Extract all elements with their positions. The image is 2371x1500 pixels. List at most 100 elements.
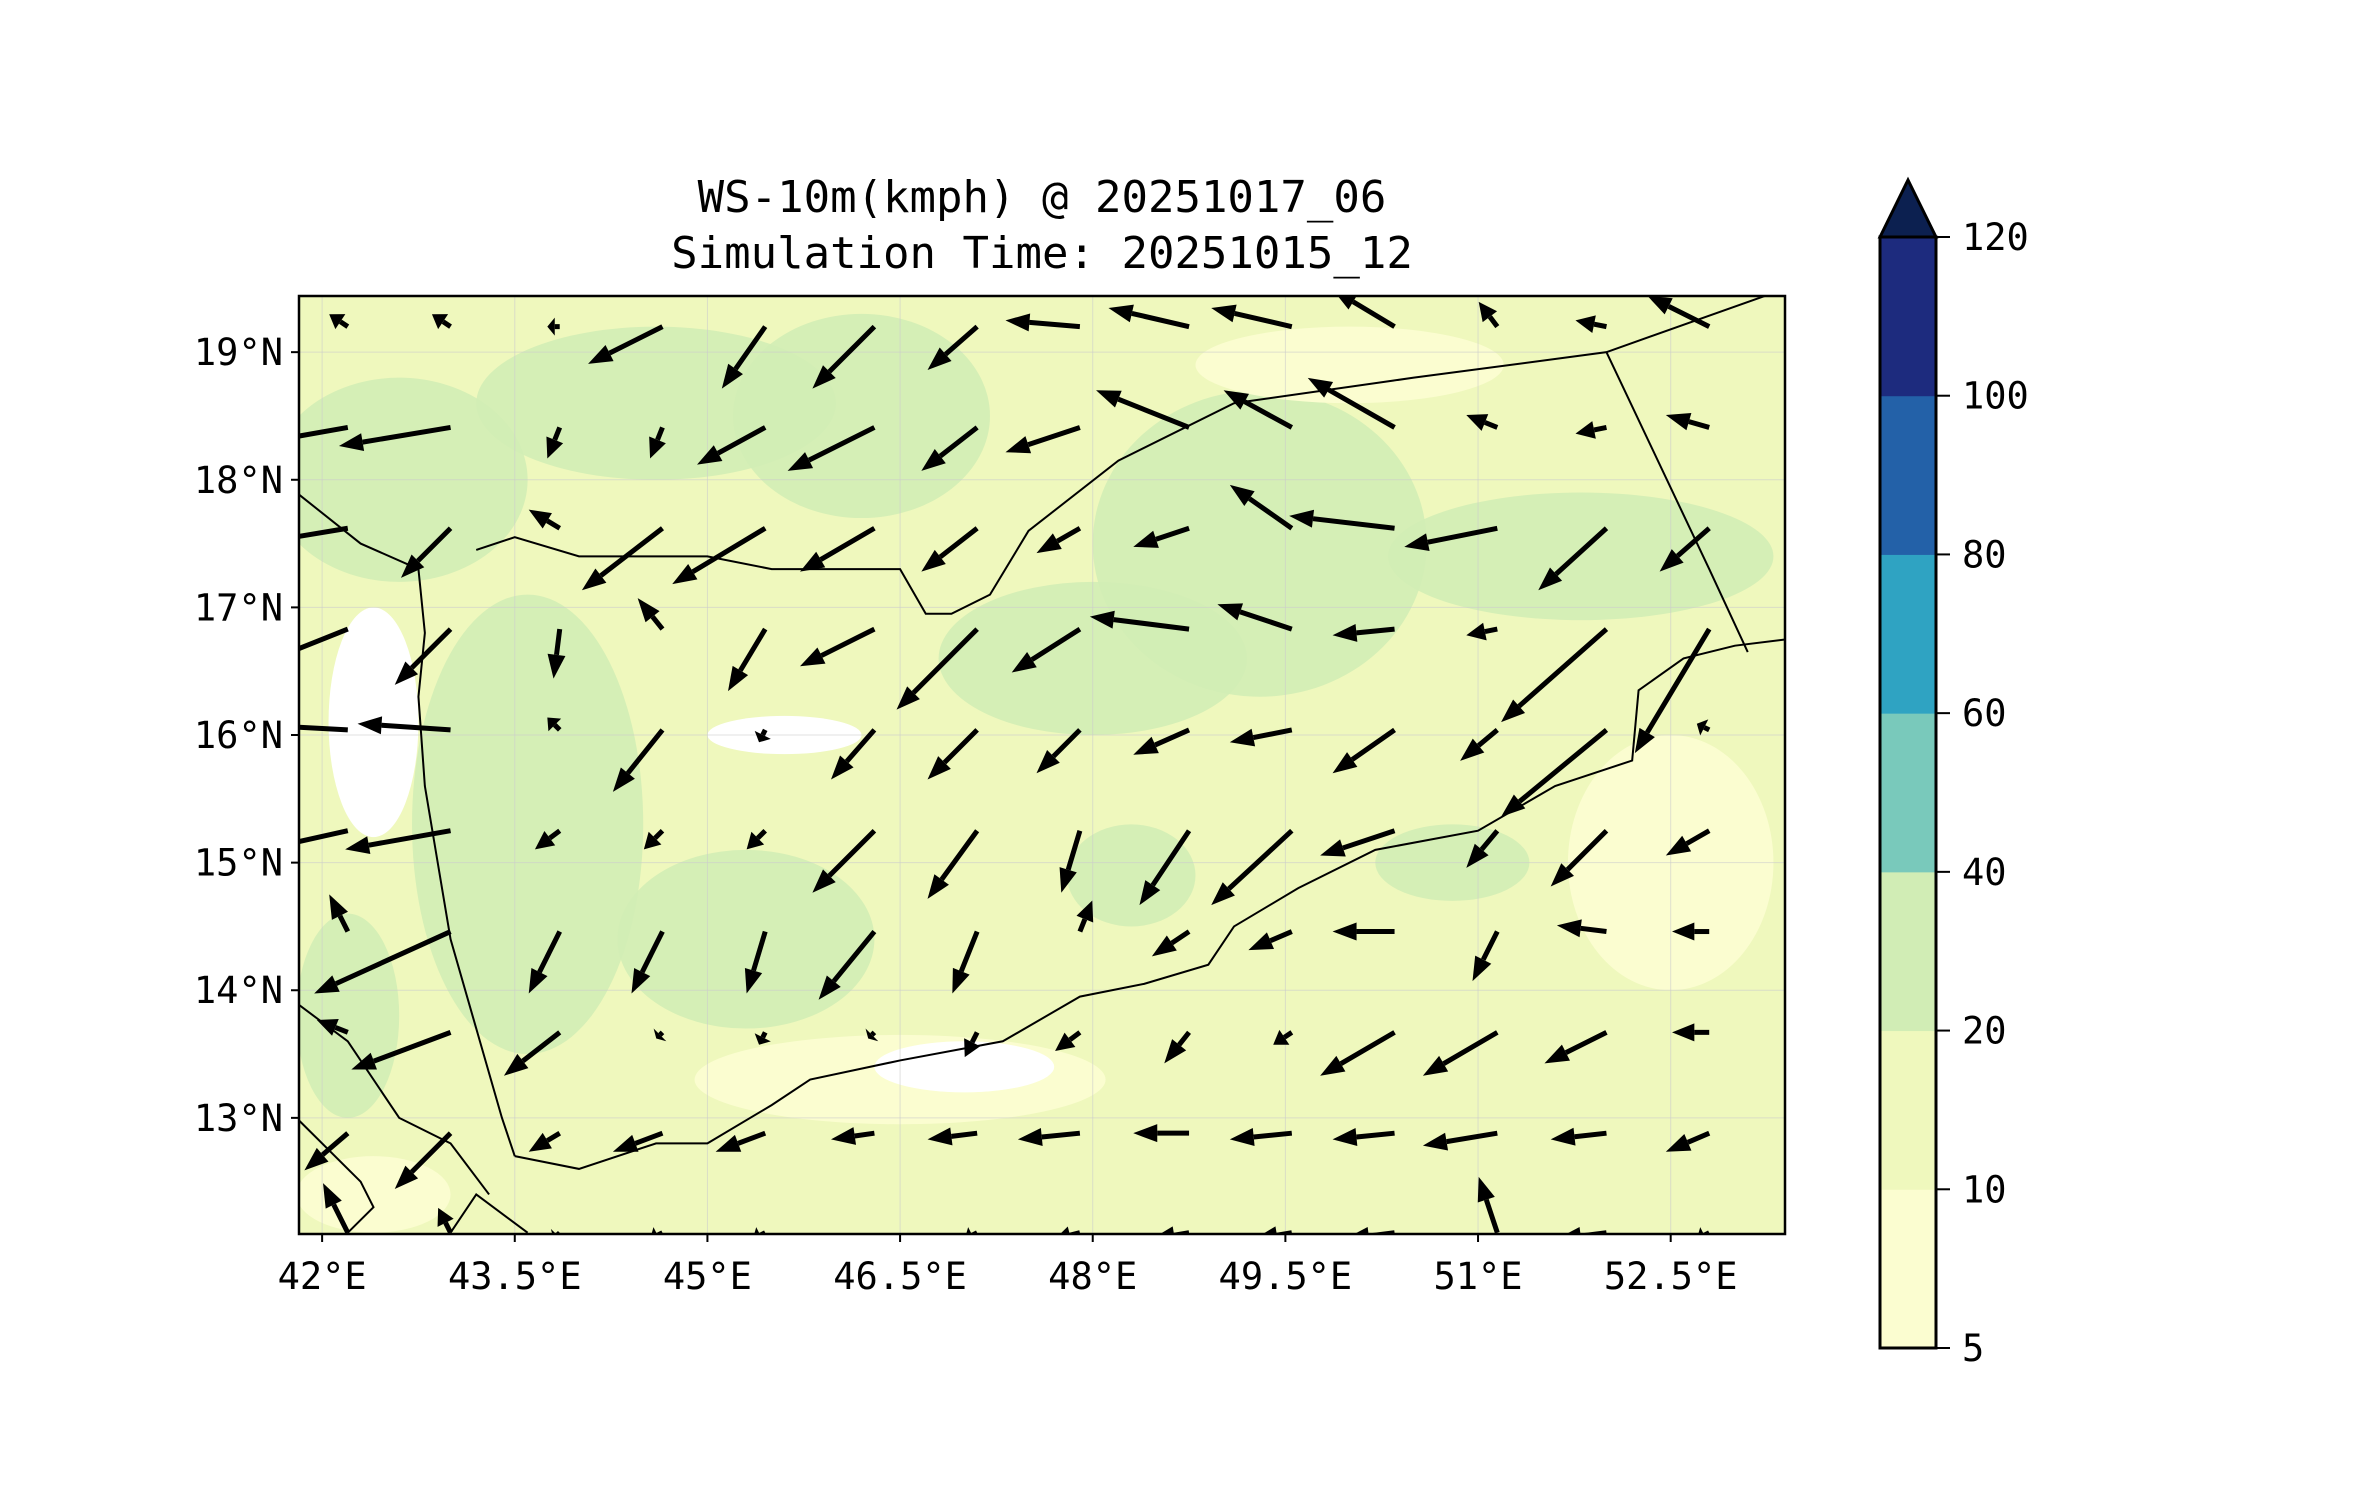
arrow-shaft [639,930,665,974]
arrow-head [631,968,651,994]
arrow-head [952,967,970,994]
wind-arrow [1466,622,1498,641]
wind-arrow [1647,296,1711,329]
arrow-shaft [1593,321,1607,330]
wind-arrow [299,626,349,652]
plot-frame [297,294,1787,1236]
arrow-shaft [831,929,877,983]
chart-title: WS-10m(kmph) @ 20251017_06 [698,172,1387,223]
arrow-head [1248,932,1275,951]
wind-arrow [921,425,979,471]
arrow-head [744,967,763,994]
y-tick-label: 15°N [194,842,283,885]
arrow-shaft [1351,299,1396,329]
arrow-shaft [1342,828,1396,851]
colorbar-label: 80 [1962,533,2007,576]
wind-arrow [1096,390,1190,430]
colorbar-band [1880,1030,1936,1190]
wind-arrow [345,828,451,855]
arrow-shaft [870,1030,877,1037]
arrow-head [1017,1128,1043,1146]
arrow-head [754,730,771,743]
colorbar-band [1880,871,1936,1032]
arrow-shaft [1253,1130,1293,1140]
wind-arrow [1211,304,1293,330]
arrow-shaft [1150,829,1192,887]
arrow-head [1164,1039,1187,1064]
wind-arrow [1059,830,1083,893]
arrow-head [1055,1032,1076,1051]
wind-arrow [1550,1127,1607,1146]
arrow-head [1332,623,1358,642]
arrow-shaft [1593,424,1607,433]
arrow-head [651,1227,657,1234]
wind-arrow [1665,1130,1711,1152]
x-tick-label: 51°E [1433,1255,1522,1298]
arrow-head [966,1227,972,1234]
arrow-head [1320,839,1346,857]
wind-arrow [744,930,768,994]
arrow-shaft [1041,1130,1081,1140]
wind-arrow [1672,922,1710,941]
arrow-shaft [337,914,351,933]
arrow-head [1575,421,1596,439]
wind-arrow [952,930,980,994]
arrow-shaft [938,526,979,559]
arrow-shaft [1484,626,1498,635]
wind-arrow [1036,526,1082,554]
wind-arrow [1273,1029,1294,1045]
wind-arrow [1466,414,1499,431]
arrow-head [1229,484,1255,507]
wind-arrow [672,526,767,585]
wind-arrow [1011,626,1082,673]
arrow-shaft [1170,929,1191,946]
arrow-head [715,1134,742,1152]
arrow-head [1472,955,1492,982]
gulf-of-aden-coast [514,638,1785,1170]
colorbar-label: 60 [1962,692,2007,735]
arrow-head [1273,1029,1290,1045]
arrow-head [323,1183,342,1209]
arrow-head [1466,843,1489,868]
arrow-head [921,549,946,572]
arrow-shaft [1703,725,1711,733]
arrow-head [1647,296,1673,315]
arrow-head [329,894,348,920]
wind-arrow [1665,828,1711,856]
arrow-shaft [381,722,451,733]
arrow-head [581,568,607,591]
wind-arrow [1229,484,1294,531]
arrow-shaft [751,930,768,972]
arrow-shaft [334,1025,349,1035]
wind-arrow [1211,828,1294,906]
wind-arrow [1556,919,1607,938]
wind-vectors [299,296,1712,1234]
arrow-shaft [1667,304,1711,329]
arrow-shaft [409,627,453,670]
arrow-shaft [1483,1198,1500,1234]
wind-arrow [394,1131,453,1189]
arrow-head [1262,1226,1277,1234]
arrow-shaft [1027,425,1081,448]
arrow-head [550,1228,557,1234]
arrow-shaft [1155,525,1190,542]
arrow-head [697,445,723,465]
wind-arrow [528,930,562,994]
x-tick-label: 43.5°E [448,1255,582,1298]
arrow-head [588,345,614,364]
arrow-shaft [756,828,767,840]
arrow-head [1665,1134,1692,1152]
arrow-head [1550,1127,1576,1146]
arrow-shaft [1645,627,1712,734]
arrow-shaft [1427,525,1498,545]
wind-arrow [1307,377,1396,430]
arrow-shaft [625,728,665,775]
wind-arrow [649,426,666,459]
arrow-shaft [1688,419,1710,430]
wind-arrow [927,829,980,899]
arrow-shaft [1113,617,1190,632]
band-5-10 [1195,326,1504,404]
wind-arrow [1672,1023,1710,1042]
wind-arrow [812,828,877,893]
